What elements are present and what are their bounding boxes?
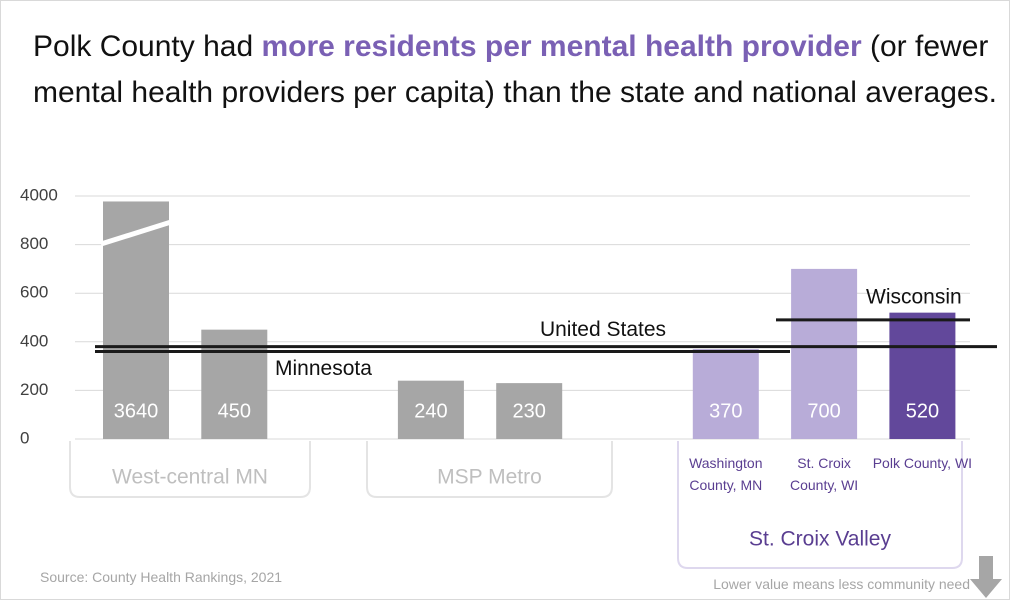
- y-tick-label: 0: [20, 428, 29, 447]
- group-bracket: [677, 441, 963, 569]
- data-label: 3640: [114, 400, 159, 422]
- reference-label: Minnesota: [275, 357, 372, 380]
- title-highlight: more residents per mental health provide…: [261, 30, 862, 63]
- group-label: West-central MN: [112, 466, 268, 489]
- reference-label: Wisconsin: [866, 285, 962, 308]
- group-bracket: [69, 441, 311, 498]
- arrow: [970, 556, 1002, 598]
- bar: [791, 268, 858, 439]
- y-tick-label: 400: [20, 331, 48, 350]
- y-tick-label: 200: [20, 380, 48, 399]
- data-label: 700: [807, 400, 840, 422]
- axis-break: [100, 219, 172, 247]
- reference-label: United States: [540, 318, 666, 341]
- group-label: St. Croix Valley: [749, 528, 891, 551]
- bar: [692, 349, 759, 439]
- bar: [889, 312, 956, 439]
- y-tick-label: 600: [20, 283, 48, 302]
- x-tick-label: Polk County, WI: [872, 455, 973, 471]
- title-part: (or fewer mental health providers per ca…: [33, 30, 997, 109]
- data-label: 450: [218, 400, 251, 422]
- note: Lower value means less community need: [713, 576, 970, 592]
- x-tick-label: Washington County, MN: [689, 455, 763, 493]
- title-part: Polk County had: [33, 30, 262, 63]
- y-tick-label: 800: [20, 234, 48, 253]
- data-label: 230: [513, 400, 546, 422]
- group-label: MSP Metro: [437, 466, 542, 489]
- source: Source: County Health Rankings, 2021: [40, 569, 283, 585]
- group-bracket: [366, 441, 613, 498]
- x-tick-label: St. Croix County, WI: [789, 455, 859, 493]
- data-label: 520: [906, 400, 939, 422]
- data-label: 240: [414, 400, 447, 422]
- bar: [496, 383, 563, 439]
- bar: [397, 380, 464, 439]
- chart-title: Polk County had more residents per menta…: [33, 24, 998, 116]
- data-label: 370: [709, 400, 742, 422]
- y-tick-label: 4000: [20, 185, 58, 204]
